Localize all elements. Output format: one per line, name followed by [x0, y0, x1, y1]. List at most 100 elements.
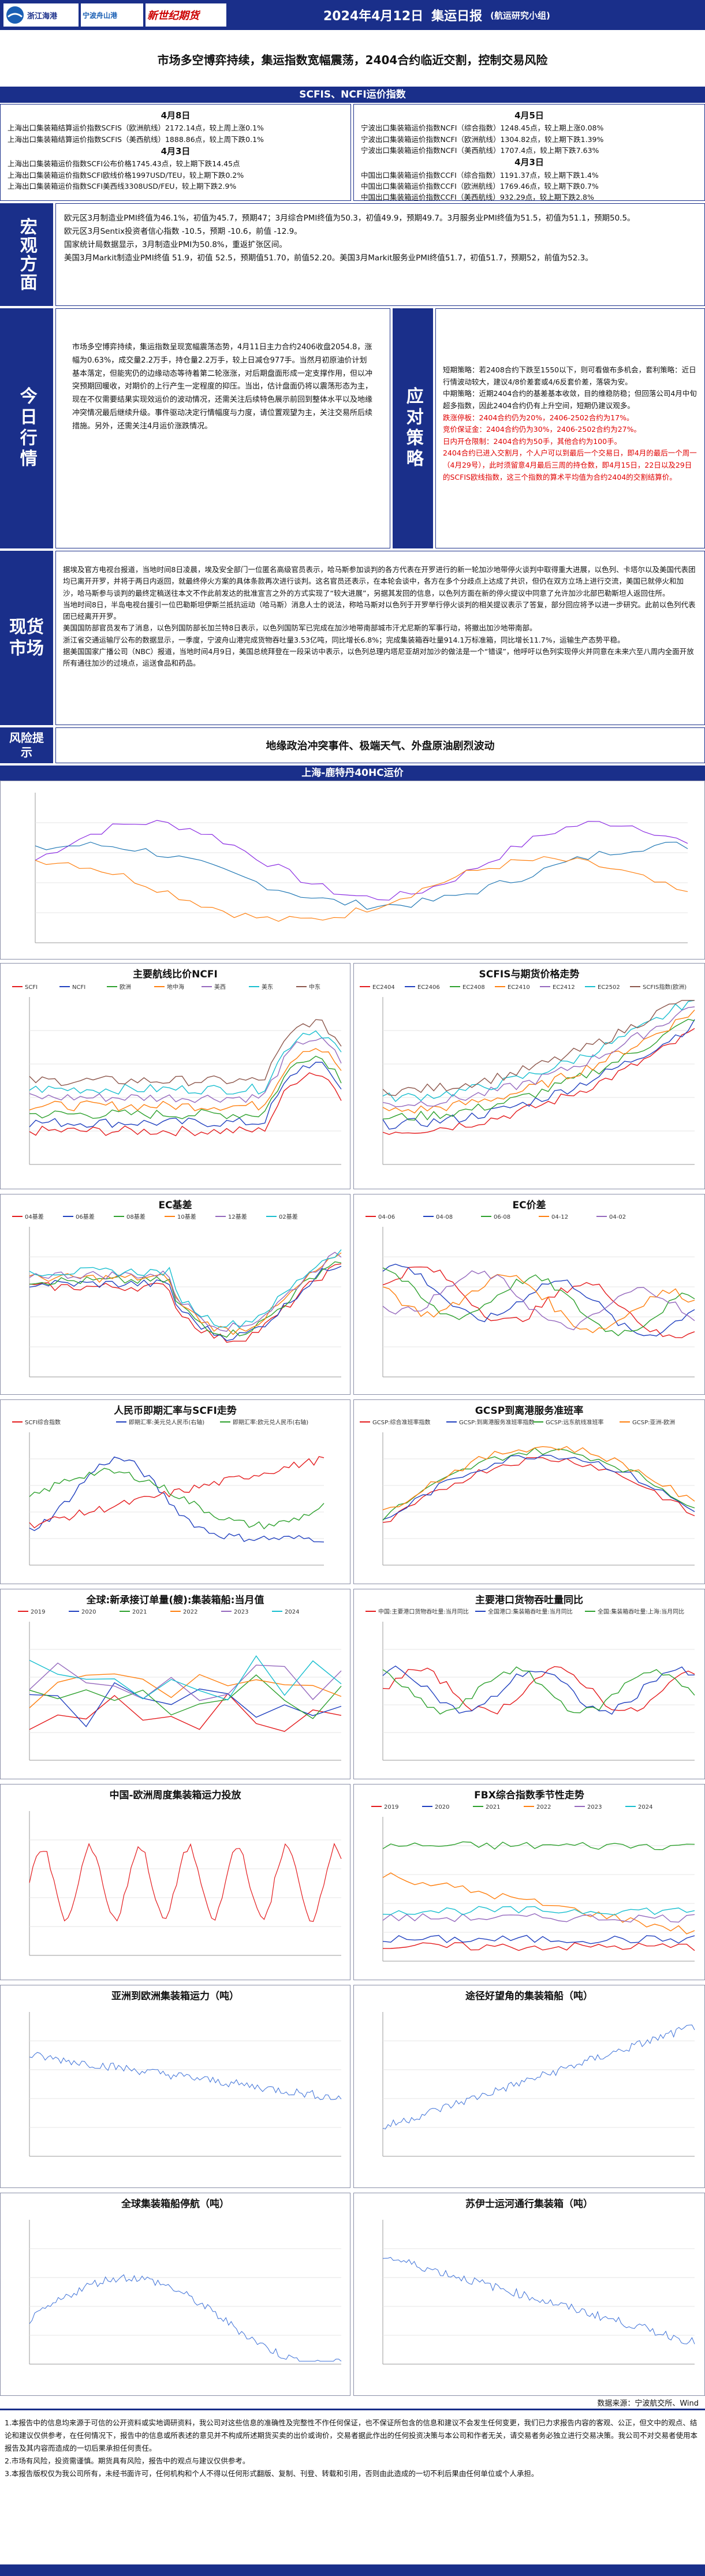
data-source: 数据来源：宁波航交所、Wind — [597, 2399, 699, 2408]
chart8-legend-label: 2020 — [81, 1609, 96, 1615]
chart7-series-3 — [382, 1446, 695, 1510]
chart5-title: EC价差 — [512, 1200, 546, 1211]
chart6-legend-label: SCFI综合指数 — [25, 1418, 61, 1426]
chart8-series-2 — [29, 1674, 342, 1719]
chart4-panel: EC基差 04基差 06基差 08基差 10基差 12基差 02基差 — [0, 1194, 350, 1395]
left-date1: 4月8日 — [161, 110, 191, 121]
chart4-series-1 — [29, 1265, 342, 1341]
chart5-series-4 — [382, 1270, 695, 1331]
disclaimer: 1.本报告中的信息均来源于可信的公开资料或实地调研资料，我公司对这些信息的准确性… — [5, 2417, 700, 2480]
chart11-legend-label: 2024 — [638, 1804, 652, 1810]
chart9-series-0 — [382, 1666, 695, 1715]
chart2-legend-label: 美东 — [262, 983, 273, 991]
chart4-series-2 — [29, 1261, 342, 1338]
chart3-legend-label: SCFIS指数(欧洲) — [643, 983, 687, 991]
logo-new-century-futures: 新世纪期货 — [146, 3, 226, 27]
macro-p4: 美国3月Markit制造业PMI终值 51.9，初值 52.5，预期值51.70… — [64, 253, 593, 263]
report-date: 2024年4月12日 — [323, 9, 424, 24]
chart2-series-6 — [29, 1019, 342, 1087]
today-label: 今日行情 — [0, 308, 53, 548]
chart6-svg: SCFI综合指数 即期汇率:美元兑人民币(右轴) 即期汇率:欧元兑人民币(右轴) — [12, 1418, 324, 1566]
chart3-series-1 — [382, 1019, 695, 1130]
chart5-svg: 04-06 04-08 06-08 04-12 04-02 — [365, 1214, 695, 1377]
chart14-title: 全球集装箱船停航（吨） — [121, 2198, 229, 2210]
chart11-series-2 — [382, 1841, 695, 1850]
rule-margin: 竞价保证金：2404合约仍为30%，2406-2502合约为27%。 — [443, 425, 641, 434]
chart3-series-5 — [382, 1000, 695, 1102]
chart15-title: 苏伊士运河通行集装箱（吨） — [465, 2198, 593, 2210]
chart8-series-0 — [29, 1693, 342, 1732]
macro-p1: 欧元区3月制造业PMI终值为46.1%，初值为45.7，预期47；3月综合PMI… — [64, 214, 635, 223]
chart13-svg — [382, 2012, 695, 2157]
spot-p4: 浙江省交通运输厅公布的数据显示，一季度，宁波舟山港完成货物吞吐量3.53亿吨，同… — [63, 635, 625, 644]
chart4-legend-label: 04基差 — [25, 1213, 44, 1220]
chart9-legend-label: 全国港口:集装箱吞吐量:当月同比 — [488, 1608, 573, 1615]
chart8-legend-label: 2021 — [132, 1609, 147, 1615]
chart12-title: 亚洲到欧洲集装箱运力（吨） — [111, 1991, 239, 2002]
spot-label: 现货市场 — [0, 551, 53, 725]
chart11-series-1 — [382, 1935, 695, 1944]
chart2-legend-label: NCFI — [72, 984, 85, 991]
chart7-legend-label: GCSP:综合准班率指数 — [372, 1418, 430, 1426]
right-line5: 中国出口集装箱运价指数CCFI（欧洲航线）1769.46点，较上期下跌0.7% — [361, 182, 599, 191]
right-line4: 中国出口集装箱运价指数CCFI（综合指数）1191.37点，较上期下跌1.4% — [361, 170, 599, 180]
chart8-title: 全球:新承接订单量(艘):集装箱船:当月值 — [86, 1595, 264, 1606]
chart12-line — [29, 2052, 342, 2100]
chart7-legend-label: GCSP:远东航线准班率 — [546, 1418, 603, 1426]
chart5-legend-label: 04-06 — [378, 1214, 395, 1220]
disclaimer-3: 3.本报告版权仅为我公司所有，未经书面许可，任何机构和个人不得以任何形式翻版、复… — [5, 2469, 539, 2478]
chart3-legend-label: EC2408 — [462, 984, 485, 991]
logo-zhejiang-seaport: 浙江海港 — [3, 3, 79, 27]
right-line1: 宁波出口集装箱运价指数NCFI（综合指数）1248.45点，较上期上涨0.08% — [361, 124, 604, 133]
spot-content: 据埃及官方电视台报道，当地时间8日凌晨，埃及安全部门一位匿名高级官员表示，哈马斯… — [55, 551, 705, 725]
chart3-series-6 — [382, 1000, 695, 1096]
chart9-title: 主要港口货物吞吐量同比 — [475, 1595, 583, 1606]
chart6-eur — [29, 1468, 324, 1530]
chart2-series-3 — [29, 1048, 342, 1111]
chart2-legend-label: 欧洲 — [120, 984, 131, 991]
chart13-panel: 途径好望角的集装箱船（吨） — [353, 1985, 705, 2188]
chart13-line — [382, 2024, 695, 2130]
chart7-title: GCSP到离港服务准班率 — [475, 1405, 584, 1417]
right-date1: 4月5日 — [514, 110, 544, 121]
chart14-svg — [29, 2220, 342, 2365]
disclaimer-2: 2.市场有风险，投资需谨慎。期货具有风险，报告中的观点与建议仅供参考。 — [5, 2456, 250, 2465]
chart11-series-5 — [382, 1906, 695, 1916]
right-date2: 4月3日 — [514, 157, 544, 168]
chart5-series-2 — [382, 1267, 695, 1336]
chart2-series-4 — [29, 1037, 342, 1103]
chart1-panel — [0, 781, 705, 960]
chart2-title: 主要航线比价NCFI — [133, 969, 218, 980]
today-content: 市场多空博弈持续，集运指数呈现宽幅震荡态势，4月11日主力合约2406收盘205… — [55, 308, 390, 548]
chart12-svg — [29, 2012, 342, 2157]
chart2-legend-label: SCFI — [25, 984, 38, 991]
report-name: 集运日报 — [431, 9, 483, 24]
spot-p2: 当地时间8日，半岛电视台援引一位巴勒斯坦伊斯兰抵抗运动（哈马斯）消息人士的说法，… — [63, 600, 696, 621]
chart3-legend-label: EC2410 — [508, 984, 530, 991]
chart11-legend-label: 2019 — [384, 1804, 398, 1810]
chart11-title: FBX综合指数季节性走势 — [474, 1790, 584, 1801]
today-text: 市场多空博弈持续，集运指数呈现宽幅震荡态势，4月11日主力合约2406收盘205… — [72, 343, 373, 431]
risk-text: 地缘政治冲突事件、极端天气、外盘原油剧烈波动 — [266, 740, 495, 752]
chart6-legend-label: 即期汇率:美元兑人民币(右轴) — [129, 1418, 204, 1426]
chart10-panel: 中国-欧洲周度集装箱运力投放 — [0, 1784, 350, 1980]
chart3-legend-label: EC2412 — [553, 984, 575, 991]
chart1-line-a — [35, 820, 688, 901]
chart1-svg — [35, 793, 688, 943]
chart2-panel: 主要航线比价NCFI SCFI NCFI 欧洲 地中海 美西 美东 中东 — [0, 963, 350, 1189]
chart7-legend-label: GCSP:到离港服务准班率指数 — [459, 1418, 534, 1426]
right-line3: 宁波出口集装箱运价指数NCFI（美西航线）1707.4点，较上期下跌7.63% — [361, 146, 599, 155]
chart3-series-2 — [382, 1018, 695, 1121]
macro-p2: 欧元区3月Sentix投资者信心指数 -10.5，预期 -10.6，前值 -12… — [64, 226, 302, 236]
chart1-line-b — [35, 842, 688, 910]
chart8-svg: 2019 2020 2021 2022 2023 2024 — [18, 1609, 342, 1761]
chart3-series-4 — [382, 1006, 695, 1107]
headline: 市场多空博弈持续，集运指数宽幅震荡，2404合约临近交割，控制交易风险 — [157, 53, 548, 67]
chart10-title: 中国-欧洲周度集装箱运力投放 — [109, 1790, 241, 1801]
chart15-panel: 苏伊士运河通行集装箱（吨） — [353, 2193, 705, 2396]
chart3-panel: SCFIS与期货价格走势 EC2404 EC2406 EC2408 EC2410 EC2… — [353, 963, 705, 1189]
chart9-series-1 — [382, 1665, 695, 1715]
chart3-series-3 — [382, 1009, 695, 1114]
chart5-legend-label: 04-02 — [609, 1214, 626, 1220]
left-line5: 上海出口集装箱运价指数SCFI美西线3308USD/FEU，较上期下跌2.9% — [8, 182, 237, 191]
